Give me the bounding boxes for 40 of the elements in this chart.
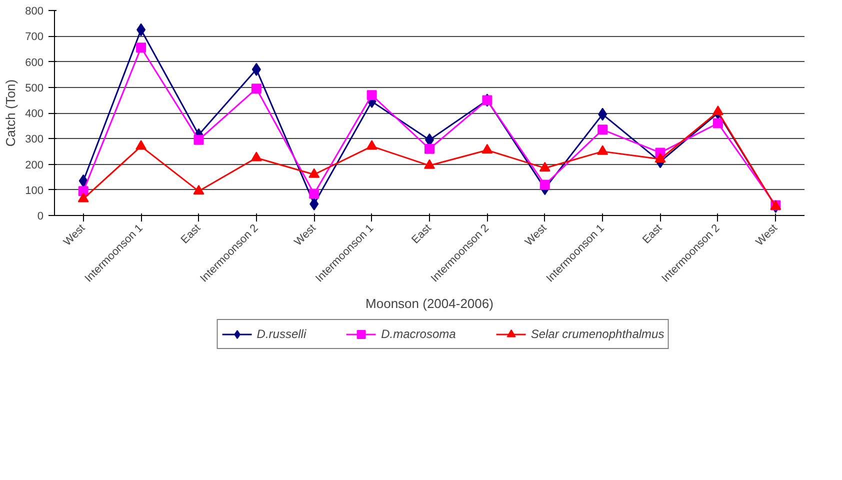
y-tick-label: 200 [25,159,44,172]
point [539,162,550,172]
point [193,184,204,195]
point [482,144,493,154]
point [366,90,377,100]
point [712,105,724,116]
point [250,152,262,162]
y-tick-label: 100 [25,184,44,197]
point [540,180,550,190]
point [712,118,723,128]
point [309,188,320,199]
point [424,144,434,154]
point [136,140,147,150]
point [598,108,608,121]
x-axis-title: Moonson (2004-2006) [366,296,494,312]
point [597,145,608,155]
y-tick-label: 700 [25,31,44,44]
point [78,174,88,188]
point [654,152,666,163]
y-tick-label: 500 [25,82,44,94]
point [194,134,204,145]
y-tick-label: 300 [25,134,44,146]
legend-label: Selar crumenophthalmus [530,327,664,341]
point [251,84,262,94]
y-tick-label: 400 [25,108,44,120]
point [424,159,435,169]
point [310,197,319,210]
y-axis-title: Catch (Ton) [3,79,18,147]
point [252,62,261,76]
y-tick-label: 0 [37,210,44,222]
point [366,140,378,150]
point [136,23,146,36]
y-tick-label: 800 [25,6,44,18]
point [598,124,608,135]
legend-label: D.macrosoma [381,327,456,341]
point [136,42,146,53]
legend-label: D.russelli [256,327,306,341]
y-tick-label: 600 [25,56,44,69]
point [78,192,89,202]
point [308,168,320,178]
